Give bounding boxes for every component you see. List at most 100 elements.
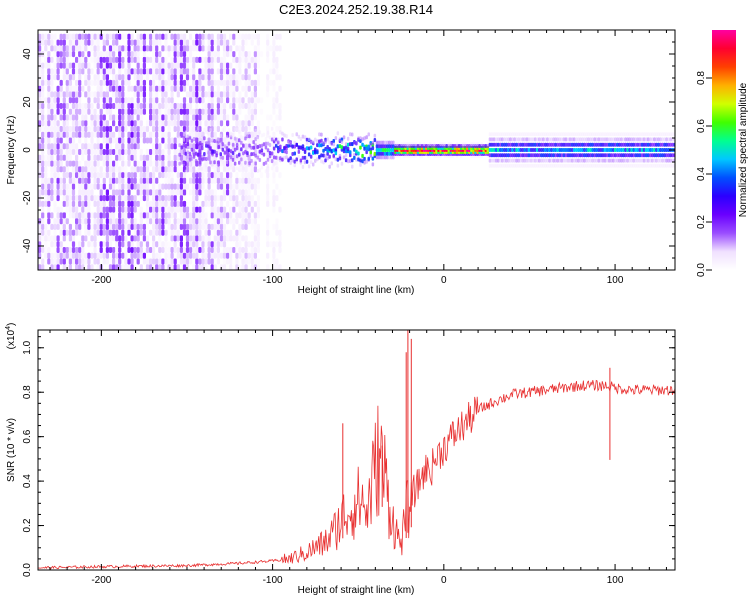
spectrogram-cell	[213, 212, 217, 219]
spectrogram-cell	[186, 134, 190, 139]
spectrogram-cell	[204, 229, 208, 236]
spectrogram-cell	[509, 153, 512, 158]
spectrogram-cell	[242, 151, 245, 156]
spectrogram-cell	[189, 252, 193, 259]
spectrogram-cell	[515, 153, 518, 158]
spectrogram-cell	[139, 172, 143, 179]
spectrogram-cell	[562, 163, 566, 168]
spectrogram-cell	[386, 144, 389, 149]
spectrogram-cell	[158, 206, 162, 213]
spectrogram-cell	[102, 200, 106, 207]
spectrogram-cell	[99, 62, 103, 69]
spectrogram-cell	[309, 140, 313, 145]
spectrogram-cell	[59, 247, 63, 253]
spectrogram-cell	[242, 136, 245, 140]
spectrogram-cell	[275, 223, 279, 230]
spectrogram-cell	[494, 153, 498, 158]
spectrogram-cell	[634, 142, 638, 147]
spectrogram-cell	[102, 56, 106, 63]
spectrogram-cell	[316, 139, 319, 144]
spectrogram-cell	[68, 62, 72, 69]
spectrogram-cell	[585, 142, 588, 147]
spectrogram-cell	[365, 159, 368, 164]
spectrogram-cell	[105, 56, 109, 63]
spectrogram-cell	[127, 206, 131, 213]
spectrogram-cell	[232, 223, 236, 230]
spectrogram-cell	[115, 189, 119, 196]
spectrogram-cell	[241, 212, 245, 219]
spectrogram-cell	[47, 103, 51, 109]
spectrogram-cell	[244, 235, 248, 242]
spectrogram-cell	[503, 148, 506, 152]
spectrogram-cell	[56, 212, 60, 219]
spectrogram-cell	[222, 212, 227, 219]
spectrogram-cell	[250, 169, 253, 174]
spectrogram-cell	[496, 132, 500, 137]
spectrogram-cell	[533, 148, 537, 152]
spectrogram-cell	[505, 158, 508, 163]
spectrogram-cell	[192, 166, 196, 173]
spectrogram-cell	[87, 51, 91, 58]
spectrogram-cell	[554, 148, 557, 152]
spectrogram-cell	[278, 189, 282, 196]
spectrogram-cell	[198, 126, 202, 132]
spectrogram-cell	[112, 74, 116, 81]
spectrogram-cell	[112, 212, 116, 219]
spectrogram-cell	[381, 148, 385, 152]
spectrogram-cell	[179, 103, 183, 109]
spectrogram-cell	[651, 148, 654, 152]
spectrogram-cell	[238, 33, 242, 40]
spectrogram-cell	[222, 223, 227, 230]
spectrogram-cell	[90, 91, 94, 98]
spectrogram-cell	[178, 143, 181, 148]
spectrogram-cell	[297, 145, 301, 150]
spectrogram-cell	[59, 229, 63, 236]
spectrogram-cell	[170, 183, 174, 190]
spectrogram-cell	[269, 68, 273, 75]
spectrogram-cell	[186, 133, 190, 138]
spectrogram-cell	[164, 91, 168, 98]
spectrogram-cell	[213, 91, 217, 98]
spectrogram-cell	[121, 114, 125, 121]
spectrogram-cell	[607, 137, 611, 142]
spectrogram-cell	[108, 149, 113, 155]
spectrogram-cell	[142, 252, 146, 259]
spectrogram-cell	[90, 252, 94, 259]
spectrogram-cell	[127, 56, 131, 63]
spectrogram-cell	[124, 103, 128, 109]
spectrogram-cell	[53, 114, 57, 121]
spectrogram-cell	[344, 158, 348, 163]
spectrogram-cell	[190, 147, 194, 152]
spectrogram-cell	[44, 79, 48, 86]
spectrogram-cell	[130, 126, 134, 132]
spectrogram-cell	[127, 114, 131, 121]
spectrogram-cell	[38, 166, 42, 173]
spectrogram-cell	[179, 120, 183, 127]
spectrogram-cell	[418, 144, 422, 148]
spectrogram-cell	[238, 56, 242, 63]
spectrogram-cell	[204, 195, 208, 202]
spectrogram-cell	[192, 45, 196, 52]
spectrogram-cell	[622, 132, 625, 137]
spectrogram-cell	[78, 108, 82, 115]
spectrogram-cell	[235, 235, 239, 242]
spectrogram-cell	[99, 183, 103, 190]
spectrogram-cell	[240, 135, 243, 140]
spectrogram-cell	[121, 177, 125, 184]
spectrogram-cell	[102, 177, 106, 184]
spectrogram-cell	[556, 142, 559, 147]
spectrogram-cell	[589, 137, 592, 142]
spectrogram-cell	[591, 132, 594, 137]
spectrogram-cell	[155, 189, 159, 196]
spectrogram-cell	[161, 200, 165, 207]
spectrogram-cell	[78, 74, 82, 81]
spectrogram-cell	[266, 163, 270, 168]
spectrogram-cell	[112, 183, 116, 190]
spectrogram-cell	[124, 120, 128, 127]
spectrogram-cell	[56, 149, 60, 155]
spectrogram-cell	[390, 155, 393, 160]
spectrogram-cell	[275, 229, 279, 236]
spectrogram-cell	[272, 139, 276, 144]
spectrogram-cell	[305, 146, 309, 151]
spectrogram-cell	[638, 163, 642, 168]
